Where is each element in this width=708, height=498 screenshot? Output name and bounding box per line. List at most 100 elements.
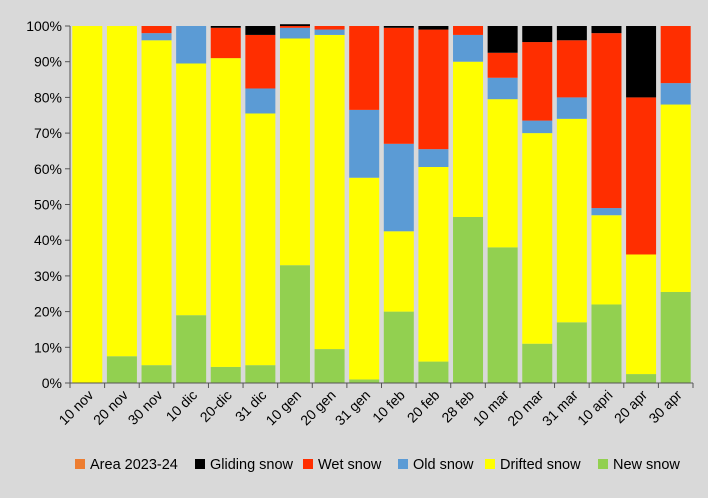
bar-segment-drifted-snow bbox=[591, 215, 622, 305]
bar-segment-gliding-snow bbox=[487, 26, 518, 53]
bar-segment-drifted-snow bbox=[210, 58, 241, 367]
bar-segment-drifted-snow bbox=[383, 231, 414, 312]
bar-segment-old-snow bbox=[279, 27, 310, 39]
bar-segment-wet-snow bbox=[349, 26, 380, 110]
bar-segment-new-snow bbox=[141, 365, 172, 383]
bar-segment-new-snow bbox=[487, 247, 518, 383]
bar-segment-old-snow bbox=[591, 208, 622, 216]
bar-segment-old-snow bbox=[383, 143, 414, 232]
bar-segment-old-snow bbox=[141, 33, 172, 41]
y-tick-label: 40% bbox=[34, 232, 62, 248]
bar-segment-new-snow bbox=[453, 217, 484, 383]
legend-swatch-area-2023-24 bbox=[75, 459, 85, 469]
bar-segment-old-snow bbox=[453, 34, 484, 62]
y-tick-label: 60% bbox=[34, 161, 62, 177]
bar-segment-drifted-snow bbox=[72, 26, 103, 383]
bar-segment-new-snow bbox=[660, 291, 691, 383]
bar-segment-new-snow bbox=[279, 265, 310, 383]
legend-label-old-snow: Old snow bbox=[413, 457, 474, 473]
bar-segment-gliding-snow bbox=[210, 26, 241, 28]
bar-segment-drifted-snow bbox=[141, 40, 172, 366]
legend-label-new-snow: New snow bbox=[613, 457, 680, 473]
legend: Area 2023-24 Gliding snow Wet snow Old snow… bbox=[75, 457, 680, 473]
bar-segment-new-snow bbox=[626, 374, 657, 383]
bar-segment-old-snow bbox=[245, 88, 276, 114]
bar-segment-gliding-snow bbox=[591, 26, 622, 34]
bar-segment-wet-snow bbox=[556, 40, 587, 98]
bar-segment-new-snow bbox=[349, 379, 380, 383]
bar-segment-drifted-snow bbox=[487, 99, 518, 248]
bar-segment-new-snow bbox=[591, 304, 622, 383]
y-tick-label: 20% bbox=[34, 304, 62, 320]
bar-segment-gliding-snow bbox=[245, 26, 276, 35]
bar-segment-new-snow bbox=[106, 356, 137, 383]
legend-swatch-drifted-snow bbox=[485, 459, 495, 469]
y-tick-label: 50% bbox=[34, 197, 62, 213]
bar-segment-drifted-snow bbox=[279, 38, 310, 266]
legend-swatch-wet-snow bbox=[303, 459, 313, 469]
bar-segment-gliding-snow bbox=[556, 26, 587, 41]
bar-segment-new-snow bbox=[418, 361, 449, 383]
bar-segment-wet-snow bbox=[245, 34, 276, 89]
bar-segment-new-snow bbox=[314, 349, 345, 383]
y-tick-label: 0% bbox=[42, 375, 62, 391]
legend-label-wet-snow: Wet snow bbox=[318, 457, 382, 473]
bar-segment-drifted-snow bbox=[453, 61, 484, 218]
bar-segment-old-snow bbox=[487, 77, 518, 100]
bar-segment-wet-snow bbox=[210, 27, 241, 59]
bar-segment-gliding-snow bbox=[626, 26, 657, 98]
bar-segment-old-snow bbox=[556, 97, 587, 119]
bar-segment-wet-snow bbox=[141, 26, 172, 34]
bar-segment-drifted-snow bbox=[418, 167, 449, 362]
legend-label-area-2023-24: Area 2023-24 bbox=[90, 457, 178, 473]
bar-segment-wet-snow bbox=[314, 26, 345, 30]
bar-segment-gliding-snow bbox=[279, 24, 310, 26]
bar-segment-drifted-snow bbox=[176, 63, 207, 316]
bar-segment-old-snow bbox=[176, 26, 207, 64]
bars bbox=[72, 24, 691, 383]
bar-segment-wet-snow bbox=[383, 27, 414, 144]
bar-segment-new-snow bbox=[556, 322, 587, 383]
bar-segment-wet-snow bbox=[591, 33, 622, 209]
bar-segment-wet-snow bbox=[660, 26, 691, 84]
bar-segment-drifted-snow bbox=[660, 104, 691, 292]
y-tick-label: 80% bbox=[34, 89, 62, 105]
bar-segment-new-snow bbox=[210, 366, 241, 383]
bar-segment-wet-snow bbox=[522, 42, 553, 121]
bar-segment-old-snow bbox=[349, 109, 380, 178]
bar-segment-wet-snow bbox=[418, 29, 449, 150]
bar-segment-gliding-snow bbox=[418, 26, 449, 30]
legend-label-gliding-snow: Gliding snow bbox=[210, 457, 294, 473]
bar-segment-old-snow bbox=[522, 120, 553, 134]
bar-segment-drifted-snow bbox=[522, 133, 553, 344]
legend-swatch-old-snow bbox=[398, 459, 408, 469]
y-tick-label: 100% bbox=[26, 18, 62, 34]
y-tick-label: 10% bbox=[34, 339, 62, 355]
y-tick-label: 70% bbox=[34, 125, 62, 141]
legend-swatch-gliding-snow bbox=[195, 459, 205, 469]
bar-segment-drifted-snow bbox=[556, 118, 587, 323]
bar-segment-wet-snow bbox=[279, 26, 310, 28]
bar-segment-drifted-snow bbox=[626, 254, 657, 375]
bar-segment-gliding-snow bbox=[383, 26, 414, 28]
bar-segment-wet-snow bbox=[487, 52, 518, 78]
bar-segment-drifted-snow bbox=[245, 113, 276, 366]
bar-segment-old-snow bbox=[418, 149, 449, 168]
bar-segment-drifted-snow bbox=[349, 177, 380, 380]
bar-segment-old-snow bbox=[660, 83, 691, 105]
bar-segment-new-snow bbox=[176, 315, 207, 383]
y-axis: 0% 10% 20% 30% 40% 50% 60% 70% 80% 90% 100% bbox=[26, 18, 71, 391]
bar-segment-drifted-snow bbox=[106, 26, 137, 357]
legend-swatch-new-snow bbox=[598, 459, 608, 469]
bar-segment-new-snow bbox=[245, 365, 276, 383]
bar-segment-new-snow bbox=[383, 311, 414, 383]
bar-segment-new-snow bbox=[522, 343, 553, 383]
bar-segment-old-snow bbox=[314, 29, 345, 35]
y-tick-label: 90% bbox=[34, 54, 62, 70]
bar-segment-drifted-snow bbox=[314, 34, 345, 350]
bar-segment-gliding-snow bbox=[522, 26, 553, 43]
bar-segment-wet-snow bbox=[453, 26, 484, 35]
bar-segment-wet-snow bbox=[626, 97, 657, 255]
legend-label-drifted-snow: Drifted snow bbox=[500, 457, 581, 473]
